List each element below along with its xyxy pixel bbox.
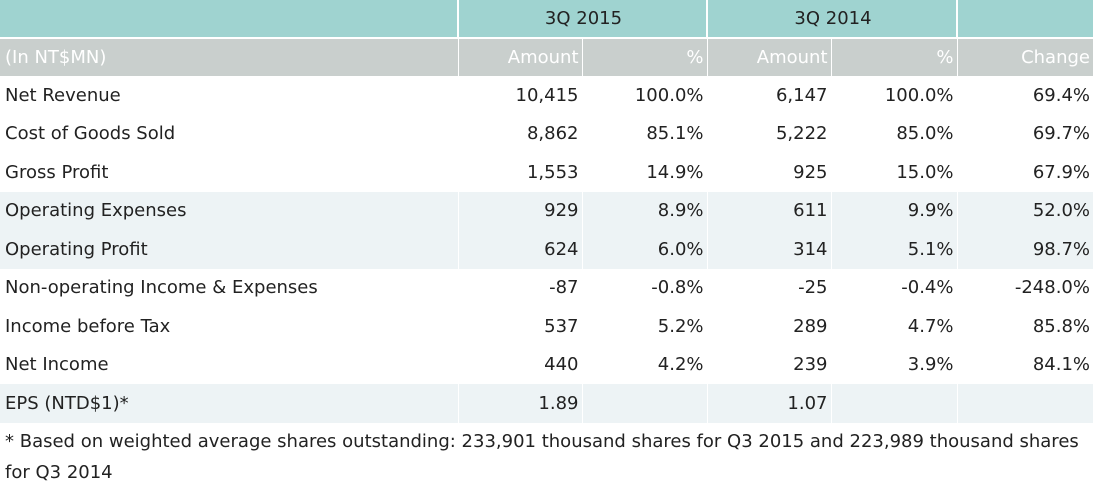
footnote: * Based on weighted average shares outst… — [5, 431, 1079, 483]
row-label: Non-operating Income & Expenses — [0, 268, 459, 307]
cell-pct-2014: -0.4% — [831, 268, 958, 307]
table-row-net-income: Net Income 440 4.2% 239 3.9% 84.1% — [0, 345, 1093, 384]
period-header-row: 3Q 2015 3Q 2014 — [0, 0, 1093, 39]
cell-pct-2014: 100.0% — [831, 76, 958, 115]
cell-amount-2014: 611 — [707, 191, 832, 230]
row-label: Operating Profit — [0, 230, 459, 269]
table-row-income-before-tax: Income before Tax 537 5.2% 289 4.7% 85.8… — [0, 307, 1093, 346]
row-label: Net Income — [0, 345, 459, 384]
cell-change: 69.4% — [1032, 84, 1090, 106]
table-row-operating-profit: Operating Profit 624 6.0% 314 5.1% 98.7% — [0, 230, 1093, 269]
column-header-amount-2014: Amount — [707, 38, 832, 76]
cell-amount-2015: 537 — [458, 307, 583, 346]
cell-change: 69.7% — [1032, 123, 1090, 145]
cell-amount-2014: 6,147 — [707, 76, 832, 115]
cell-amount-2015: 8,862 — [458, 114, 583, 153]
column-header-pct-2015: % — [582, 38, 708, 76]
cell-amount-2015: -87 — [458, 268, 583, 307]
cell-pct-2015 — [582, 384, 708, 423]
cell-change: 98.7% — [957, 230, 1093, 269]
cell-change: 84.1% — [1032, 354, 1090, 376]
row-label: Cost of Goods Sold — [0, 114, 459, 153]
cell-amount-2015: 1,553 — [458, 153, 583, 192]
table-row-operating-expenses: Operating Expenses 929 8.9% 611 9.9% 52.… — [0, 191, 1093, 230]
cell-pct-2014: 4.7% — [831, 307, 958, 346]
cell-amount-2014: 239 — [707, 345, 832, 384]
cell-pct-2015: 100.0% — [582, 76, 708, 115]
period-header-3q2015: 3Q 2015 — [458, 0, 708, 39]
column-header-change: Change — [957, 38, 1093, 76]
period-header-3q2014: 3Q 2014 — [707, 0, 958, 39]
cell-amount-2015: 1.89 — [458, 384, 583, 423]
column-header-amount-2015: Amount — [458, 38, 583, 76]
cell-change — [957, 384, 1093, 423]
cell-pct-2015: -0.8% — [582, 268, 708, 307]
cell-pct-2014 — [831, 384, 958, 423]
row-label: EPS (NTD$1)* — [0, 384, 459, 423]
cell-pct-2015: 5.2% — [582, 307, 708, 346]
cell-pct-2015: 85.1% — [582, 114, 708, 153]
period-header-blank — [0, 0, 459, 39]
column-header-row: (In NT$MN) Amount % Amount % Change — [0, 38, 1093, 76]
period-header-change-blank — [957, 0, 1093, 39]
cell-amount-2014: -25 — [707, 268, 832, 307]
table-row-net-revenue: Net Revenue 10,415 100.0% 6,147 100.0% 6… — [0, 76, 1093, 115]
cell-amount-2014: 314 — [707, 230, 832, 269]
cell-amount-2015: 624 — [458, 230, 583, 269]
cell-pct-2014: 85.0% — [831, 114, 958, 153]
cell-change: 52.0% — [957, 191, 1093, 230]
cell-amount-2014: 1.07 — [707, 384, 832, 423]
cell-amount-2014: 925 — [707, 153, 832, 192]
cell-amount-2014: 289 — [707, 307, 832, 346]
row-label: Operating Expenses — [0, 191, 459, 230]
row-label: Net Revenue — [0, 76, 459, 115]
cell-amount-2015: 440 — [458, 345, 583, 384]
cell-change: 85.8% — [1032, 315, 1090, 337]
row-label: Income before Tax — [0, 307, 459, 346]
income-statement-table: 3Q 2015 3Q 2014 (In NT$MN) Amount % Amou… — [0, 0, 1093, 423]
cell-amount-2014: 5,222 — [707, 114, 832, 153]
cell-pct-2015: 8.9% — [582, 191, 708, 230]
cell-pct-2015: 14.9% — [582, 153, 708, 192]
cell-pct-2015: 6.0% — [582, 230, 708, 269]
table-row-gross-profit: Gross Profit 1,553 14.9% 925 15.0% 67.9% — [0, 153, 1093, 192]
table-row-eps: EPS (NTD$1)* 1.89 1.07 — [0, 384, 1093, 423]
cell-change: 67.9% — [1032, 161, 1090, 183]
cell-pct-2014: 5.1% — [831, 230, 958, 269]
table-row-non-operating: Non-operating Income & Expenses -87 -0.8… — [0, 268, 1093, 307]
unit-label: (In NT$MN) — [0, 38, 459, 76]
cell-pct-2014: 3.9% — [831, 345, 958, 384]
column-header-pct-2014: % — [831, 38, 958, 76]
cell-pct-2015: 4.2% — [582, 345, 708, 384]
cell-pct-2014: 9.9% — [831, 191, 958, 230]
table-row-cogs: Cost of Goods Sold 8,862 85.1% 5,222 85.… — [0, 114, 1093, 153]
cell-amount-2015: 10,415 — [458, 76, 583, 115]
row-label: Gross Profit — [0, 153, 459, 192]
cell-change: -248.0% — [1014, 277, 1090, 299]
cell-amount-2015: 929 — [458, 191, 583, 230]
cell-pct-2014: 15.0% — [831, 153, 958, 192]
